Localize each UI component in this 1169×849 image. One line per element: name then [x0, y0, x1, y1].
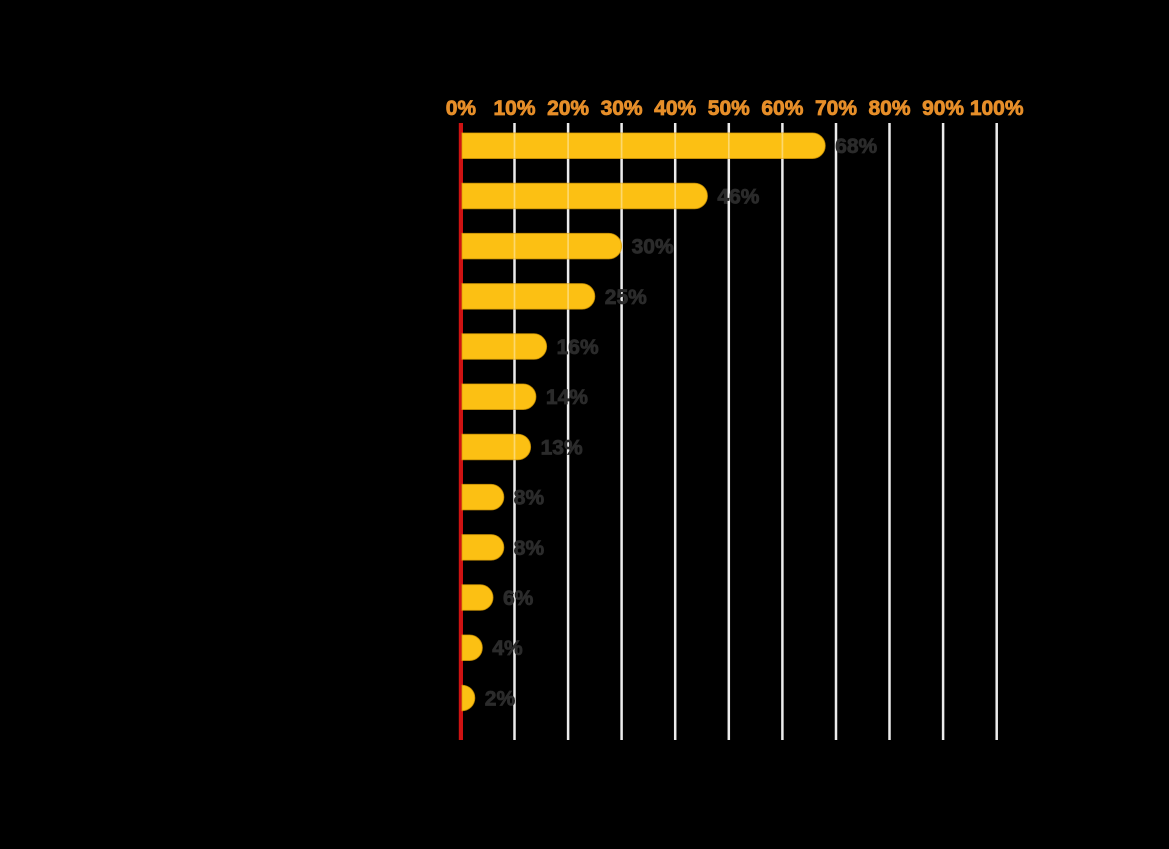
- svg-text:50%: 50%: [708, 97, 750, 120]
- svg-text:30%: 30%: [632, 236, 674, 259]
- svg-text:13%: 13%: [541, 436, 583, 459]
- svg-text:8%: 8%: [514, 537, 545, 560]
- svg-text:46%: 46%: [717, 185, 759, 208]
- svg-text:90%: 90%: [922, 97, 964, 120]
- svg-text:70%: 70%: [815, 97, 857, 120]
- svg-text:68%: 68%: [835, 135, 877, 158]
- svg-text:40%: 40%: [654, 97, 696, 120]
- svg-text:2%: 2%: [485, 687, 516, 710]
- svg-text:0%: 0%: [446, 97, 477, 120]
- svg-text:30%: 30%: [601, 97, 643, 120]
- svg-text:6%: 6%: [503, 587, 534, 610]
- svg-text:14%: 14%: [546, 386, 588, 409]
- svg-text:25%: 25%: [605, 286, 647, 309]
- svg-text:60%: 60%: [761, 97, 803, 120]
- svg-text:100%: 100%: [970, 97, 1024, 120]
- svg-text:4%: 4%: [492, 637, 523, 660]
- svg-text:8%: 8%: [514, 487, 545, 510]
- svg-text:16%: 16%: [557, 336, 599, 359]
- svg-text:20%: 20%: [547, 97, 589, 120]
- svg-text:80%: 80%: [868, 97, 910, 120]
- svg-text:10%: 10%: [493, 97, 535, 120]
